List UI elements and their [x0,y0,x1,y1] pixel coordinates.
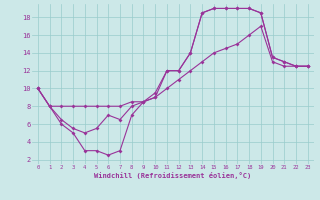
X-axis label: Windchill (Refroidissement éolien,°C): Windchill (Refroidissement éolien,°C) [94,172,252,179]
